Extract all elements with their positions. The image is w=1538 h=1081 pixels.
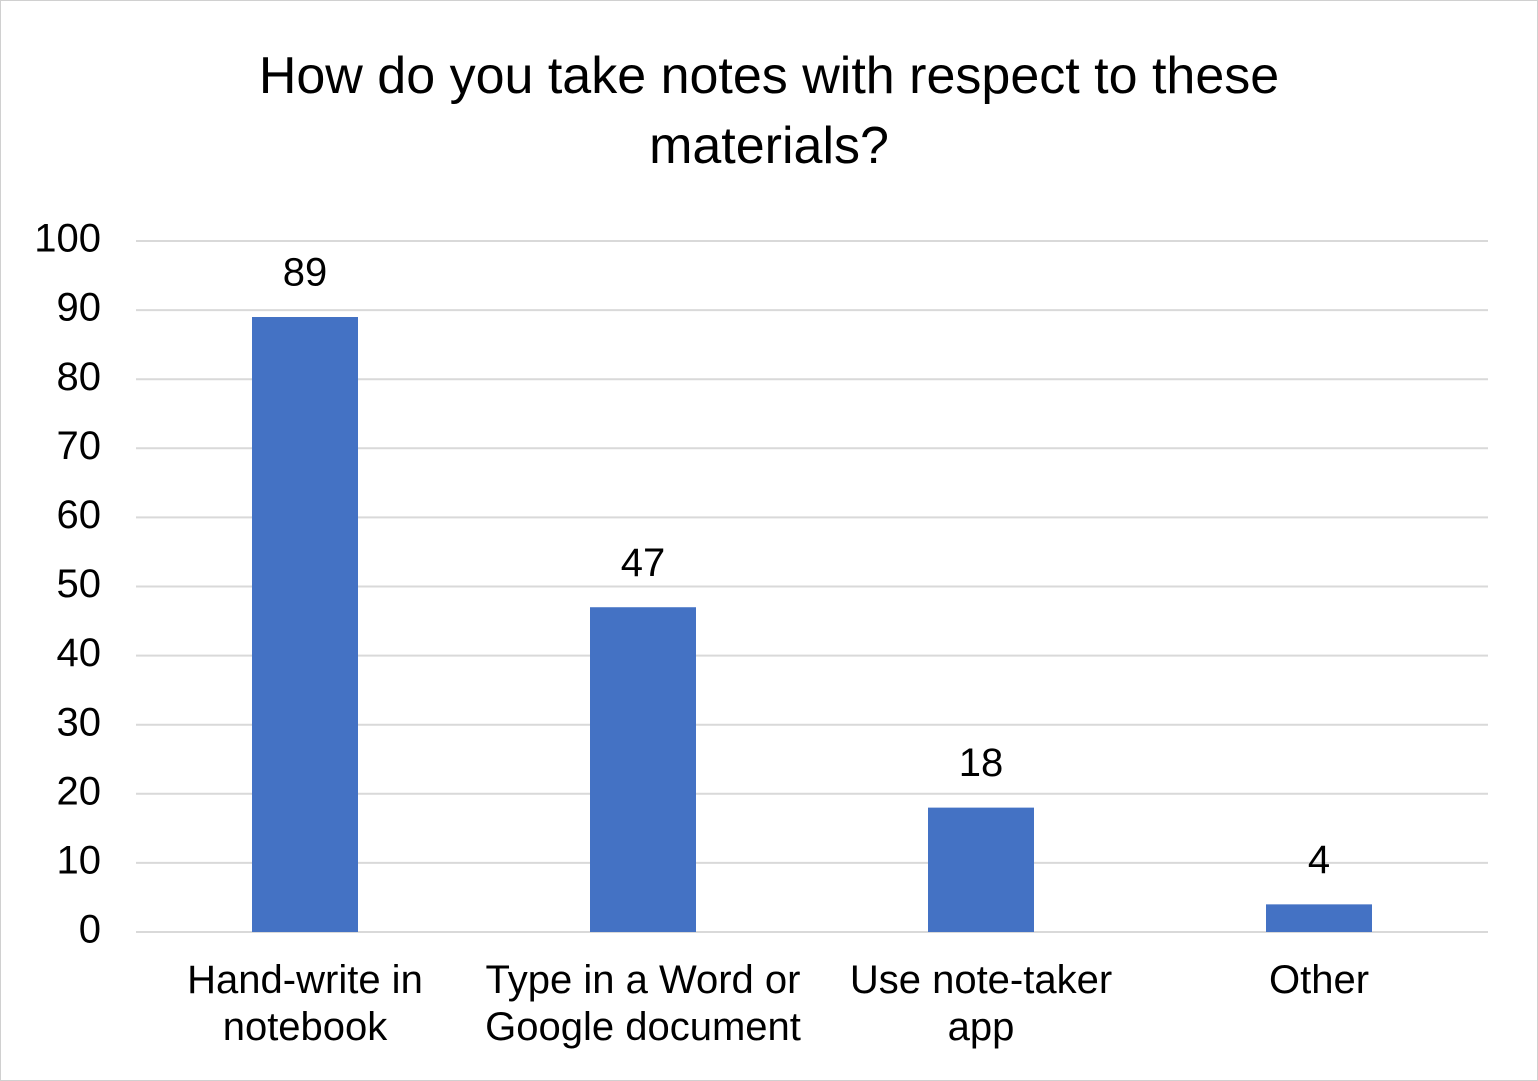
- x-tick-label: Type in a Word or Google document: [485, 958, 801, 1049]
- y-tick-label: 90: [57, 286, 102, 330]
- data-label: 89: [283, 251, 328, 295]
- x-tick-label: Hand-write in notebook: [187, 958, 423, 1049]
- y-tick-label: 20: [57, 769, 102, 813]
- data-label: 47: [621, 541, 666, 585]
- bar: [1266, 904, 1372, 932]
- y-tick-label: 100: [34, 217, 101, 261]
- bar: [252, 317, 358, 932]
- y-tick-label: 80: [57, 355, 102, 399]
- x-tick-label: Use note-taker app: [849, 958, 1113, 1049]
- y-tick-label: 10: [57, 838, 102, 882]
- y-tick-label: 40: [57, 631, 102, 675]
- chart-title: How do you take notes with respect to th…: [258, 47, 1280, 175]
- bar: [928, 807, 1034, 932]
- data-label: 18: [959, 741, 1004, 785]
- y-tick-label: 30: [57, 700, 102, 744]
- bar: [590, 607, 696, 932]
- y-tick-label: 60: [57, 493, 102, 537]
- y-tick-label: 0: [79, 908, 101, 952]
- y-tick-label: 50: [57, 562, 102, 606]
- y-tick-label: 70: [57, 424, 102, 468]
- x-tick-label: Other: [1268, 958, 1370, 1002]
- data-label: 4: [1308, 838, 1330, 882]
